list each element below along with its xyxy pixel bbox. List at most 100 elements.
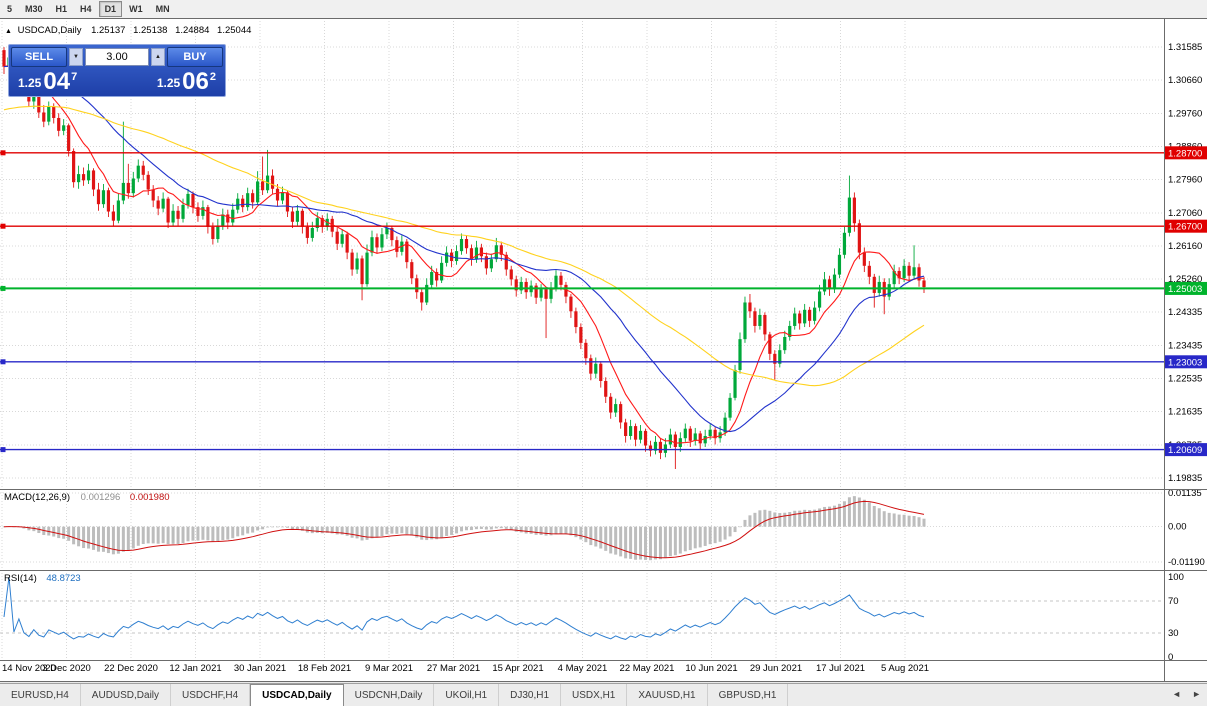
macd-histogram-bar xyxy=(922,518,926,527)
macd-histogram-bar xyxy=(171,526,175,544)
candle-body xyxy=(579,327,583,343)
macd-histogram-bar xyxy=(295,526,299,530)
candle-body xyxy=(738,339,742,370)
timeframe-button-H4[interactable]: H4 xyxy=(74,1,98,17)
macd-histogram-bar xyxy=(469,526,473,531)
macd-histogram-bar xyxy=(554,526,558,535)
chart-tab-dj30-h1[interactable]: DJ30,H1 xyxy=(499,684,562,706)
candle-body xyxy=(837,254,842,275)
candle-body xyxy=(519,281,523,291)
candle-body xyxy=(658,441,663,453)
candle-body xyxy=(62,125,66,131)
line-anchor-marker[interactable] xyxy=(0,223,6,229)
chart-tab-audusd-daily[interactable]: AUDUSD,Daily xyxy=(81,684,172,706)
chart-tab-gbpusd-h1[interactable]: GBPUSD,H1 xyxy=(708,684,789,706)
buy-price-prefix: 1.25 xyxy=(156,76,181,90)
candle-body xyxy=(256,181,260,203)
macd-histogram-bar xyxy=(763,509,767,527)
volume-increase-button[interactable]: ▲ xyxy=(151,48,165,66)
macd-axis-label: -0.01190 xyxy=(1168,557,1205,568)
tabs-scroll-left-button[interactable]: ◄ xyxy=(1169,688,1184,700)
price-axis-label: 1.30660 xyxy=(1168,75,1202,86)
macd-histogram-bar xyxy=(808,510,812,527)
price-level-badge-label: 1.28700 xyxy=(1168,148,1202,159)
candle-body xyxy=(335,231,339,244)
timeframe-button-H1[interactable]: H1 xyxy=(50,1,74,17)
chart-tab-xauusd-h1[interactable]: XAUUSD,H1 xyxy=(627,684,708,706)
ohlc-open: 1.25137 xyxy=(91,25,126,36)
macd-histogram-bar xyxy=(206,526,210,541)
chart-tab-usdcad-daily[interactable]: USDCAD,Daily xyxy=(250,684,344,706)
line-anchor-marker[interactable] xyxy=(0,285,6,291)
candle-body xyxy=(912,267,916,276)
timeframe-button-M30[interactable]: M30 xyxy=(19,1,49,17)
sell-button[interactable]: SELL xyxy=(11,47,67,67)
timeframe-toolbar: 5 M30 H1 H4 D1 W1 MN xyxy=(0,0,1207,18)
sell-price-point: 7 xyxy=(71,71,78,83)
candle-body xyxy=(773,353,777,364)
timeframe-button-MN[interactable]: MN xyxy=(150,1,176,17)
chart-title: USDCAD,Daily xyxy=(17,25,82,36)
macd-histogram-bar xyxy=(216,526,220,542)
line-anchor-marker[interactable] xyxy=(0,447,6,453)
chart-tab-usdcnh-daily[interactable]: USDCNH,Daily xyxy=(344,684,435,706)
trade-prices-row: 1.25 04 7 1.25 06 2 xyxy=(11,67,223,94)
chart-tab-usdchf-h4[interactable]: USDCHF,H4 xyxy=(171,684,251,706)
timeframe-button-D1[interactable]: D1 xyxy=(98,1,123,17)
candle-body xyxy=(290,211,295,222)
candle-body xyxy=(191,193,195,208)
line-anchor-marker[interactable] xyxy=(0,359,6,365)
tabs-scroll-right-button[interactable]: ► xyxy=(1189,688,1204,700)
macd-histogram-bar xyxy=(335,526,339,535)
timeframe-button-W1[interactable]: W1 xyxy=(123,1,149,17)
buy-button[interactable]: BUY xyxy=(167,47,223,67)
timeframe-button-5[interactable]: 5 xyxy=(1,1,18,17)
macd-histogram-bar xyxy=(519,526,523,533)
candle-body xyxy=(236,198,240,210)
candle-body xyxy=(589,358,593,374)
volume-input[interactable] xyxy=(85,48,149,66)
candle-body xyxy=(37,92,41,113)
macd-histogram-bar xyxy=(917,517,921,527)
macd-histogram-bar xyxy=(290,526,294,530)
macd-histogram-bar xyxy=(460,526,464,532)
rsi-axis-label: 30 xyxy=(1168,628,1179,639)
macd-histogram-bar xyxy=(559,526,563,534)
candle-body xyxy=(539,289,543,298)
macd-histogram-bar xyxy=(464,526,468,531)
volume-decrease-button[interactable]: ▼ xyxy=(69,48,83,66)
line-anchor-marker[interactable] xyxy=(0,150,6,156)
macd-histogram-bar xyxy=(166,526,170,545)
ohlc-low: 1.24884 xyxy=(175,25,210,36)
macd-histogram-bar xyxy=(300,526,304,531)
macd-histogram-bar xyxy=(514,526,518,532)
macd-header: MACD(12,26,9) 0.001296 0.001980 xyxy=(4,492,170,503)
candle-body xyxy=(211,226,215,240)
macd-histogram-bar xyxy=(126,526,130,551)
chart-tab-usdx-h1[interactable]: USDX,H1 xyxy=(561,684,628,706)
chart-tab-ukoil-h1[interactable]: UKOil,H1 xyxy=(434,684,500,706)
candle-body xyxy=(534,285,538,298)
candle-body xyxy=(693,433,697,441)
candle-body xyxy=(628,426,633,437)
macd-histogram-bar xyxy=(161,526,165,544)
buy-price-display: 1.25 06 2 xyxy=(156,70,216,94)
price-axis-label: 1.22535 xyxy=(1168,374,1202,385)
candle-body xyxy=(435,272,439,281)
date-axis-label: 29 Jun 2021 xyxy=(750,663,802,674)
candle-body xyxy=(554,275,558,288)
candle-body xyxy=(817,291,822,308)
macd-histogram-bar xyxy=(504,526,508,529)
candle-body xyxy=(380,234,384,248)
candle-body xyxy=(504,254,508,270)
chart-tab-eurusd-h4[interactable]: EURUSD,H4 xyxy=(0,684,81,706)
candle-body xyxy=(683,428,687,439)
date-axis-label: 12 Jan 2021 xyxy=(169,663,221,674)
macd-histogram-bar xyxy=(683,526,687,552)
candle-body xyxy=(146,174,150,190)
price-level-badge-label: 1.20609 xyxy=(1168,445,1202,456)
candle-body xyxy=(176,210,180,219)
macd-histogram-bar xyxy=(837,503,841,527)
one-click-toggle-icon[interactable]: ▲ xyxy=(5,28,12,35)
candle-body xyxy=(698,433,702,444)
